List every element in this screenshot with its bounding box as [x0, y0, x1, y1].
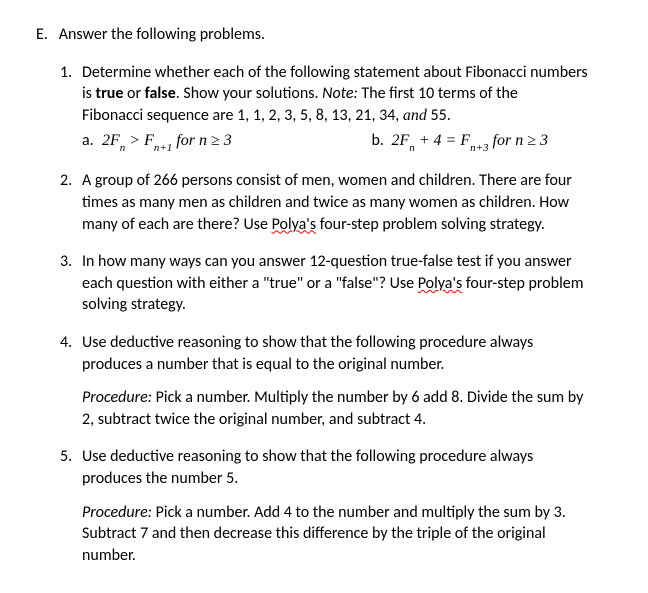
procedure-label: Procedure: — [82, 388, 152, 407]
question-number: 4. — [60, 332, 82, 354]
text: Fibonacci sequence are 1, 1, 2, 3, 5, 8,… — [82, 106, 403, 125]
text: F — [110, 132, 120, 149]
subscript: n+1 — [154, 142, 172, 154]
text: for n — [489, 132, 528, 149]
question-1: 1. Determine whether each of the followi… — [60, 62, 618, 155]
text: for n — [172, 132, 211, 149]
text-line: produces the number 5. — [82, 468, 618, 490]
math-expression: 2Fn + 4 = Fn+3 for n ≥ 3 — [391, 130, 548, 154]
spellcheck-word: Polya's — [272, 215, 317, 234]
text-line: solving strategy. — [82, 294, 618, 316]
question-number: 5. — [60, 446, 82, 468]
bold-text: false — [145, 84, 176, 103]
text-line: is true or false. Show your solutions. N… — [82, 83, 618, 105]
subpart-label: b. — [371, 130, 391, 152]
text-line: times as many men as children and twice … — [82, 192, 618, 214]
subscript: n+3 — [470, 142, 488, 154]
text: 55. — [427, 106, 451, 125]
text-line: A group of 266 persons consist of men, w… — [82, 170, 618, 192]
text: F — [399, 132, 409, 149]
text-line: Subtract 7 and then decrease this differ… — [82, 523, 618, 545]
subparts: a. 2Fn > Fn+1 for n ≥ 3 b. 2Fn + 4 = Fn+… — [82, 130, 618, 154]
procedure-block: Procedure: Pick a number. Multiply the n… — [82, 387, 618, 430]
question-5: 5. Use deductive reasoning to show that … — [60, 446, 618, 566]
section-letter: E. — [36, 25, 48, 44]
text: Pick a number. Add 4 to the number and m… — [152, 503, 566, 522]
text: Pick a number. Multiply the number by 6 … — [152, 388, 583, 407]
text-line: Determine whether each of the following … — [82, 62, 618, 84]
text-line: 2, subtract twice the original number, a… — [82, 409, 618, 431]
question-2: 2. A group of 266 persons consist of men… — [60, 170, 618, 235]
section-title: Answer the following problems. — [59, 25, 265, 44]
text: F — [144, 132, 154, 149]
text: is — [82, 84, 96, 103]
text: F — [460, 132, 470, 149]
text-line: Fibonacci sequence are 1, 1, 2, 3, 5, 8,… — [82, 105, 618, 127]
text: The first 10 terms of the — [358, 84, 518, 103]
text: four-step problem — [462, 274, 583, 293]
text-line: produces a number that is equal to the o… — [82, 354, 618, 376]
question-body: Use deductive reasoning to show that the… — [82, 332, 618, 430]
text-line: Use deductive reasoning to show that the… — [82, 332, 618, 354]
text: + 4 = — [415, 132, 461, 149]
subpart-label: a. — [82, 130, 102, 152]
note-label: Note: — [322, 84, 358, 103]
spellcheck-word: Polya's — [418, 274, 463, 293]
text: ≥ 3 — [527, 132, 548, 149]
question-body: In how many ways can you answer 12-quest… — [82, 251, 618, 316]
math-expression: 2Fn > Fn+1 for n ≥ 3 — [102, 130, 371, 154]
subpart-a: a. 2Fn > Fn+1 for n ≥ 3 — [82, 130, 371, 154]
text: four-step problem solving strategy. — [316, 215, 545, 234]
subscript: n — [409, 142, 415, 154]
bold-text: true — [96, 84, 124, 103]
question-body: Use deductive reasoning to show that the… — [82, 446, 618, 566]
text: . Show your solutions. — [176, 84, 322, 103]
text: 2 — [102, 132, 110, 149]
text: ≥ 3 — [211, 132, 232, 149]
question-list: 1. Determine whether each of the followi… — [60, 62, 618, 567]
question-number: 1. — [60, 62, 82, 84]
question-body: A group of 266 persons consist of men, w… — [82, 170, 618, 235]
text: each question with either a "true" or a … — [82, 274, 418, 293]
question-number: 3. — [60, 251, 82, 273]
text: > — [125, 132, 144, 149]
text-line: In how many ways can you answer 12-quest… — [82, 251, 618, 273]
text-line: Use deductive reasoning to show that the… — [82, 446, 618, 468]
text: and — [403, 107, 427, 124]
text-line: number. — [82, 545, 618, 567]
question-number: 2. — [60, 170, 82, 192]
text-line: Procedure: Pick a number. Add 4 to the n… — [82, 502, 618, 524]
question-body: Determine whether each of the following … — [82, 62, 618, 155]
text: or — [123, 84, 144, 103]
procedure-label: Procedure: — [82, 503, 152, 522]
procedure-block: Procedure: Pick a number. Add 4 to the n… — [82, 502, 618, 567]
subscript: n — [120, 142, 126, 154]
question-4: 4. Use deductive reasoning to show that … — [60, 332, 618, 430]
text-line: each question with either a "true" or a … — [82, 273, 618, 295]
section-heading: E. Answer the following problems. — [36, 24, 618, 46]
subpart-b: b. 2Fn + 4 = Fn+3 for n ≥ 3 — [371, 130, 548, 154]
text-line: many of each are there? Use Polya's four… — [82, 214, 618, 236]
question-3: 3. In how many ways can you answer 12-qu… — [60, 251, 618, 316]
text: many of each are there? Use — [82, 215, 272, 234]
text-line: Procedure: Pick a number. Multiply the n… — [82, 387, 618, 409]
